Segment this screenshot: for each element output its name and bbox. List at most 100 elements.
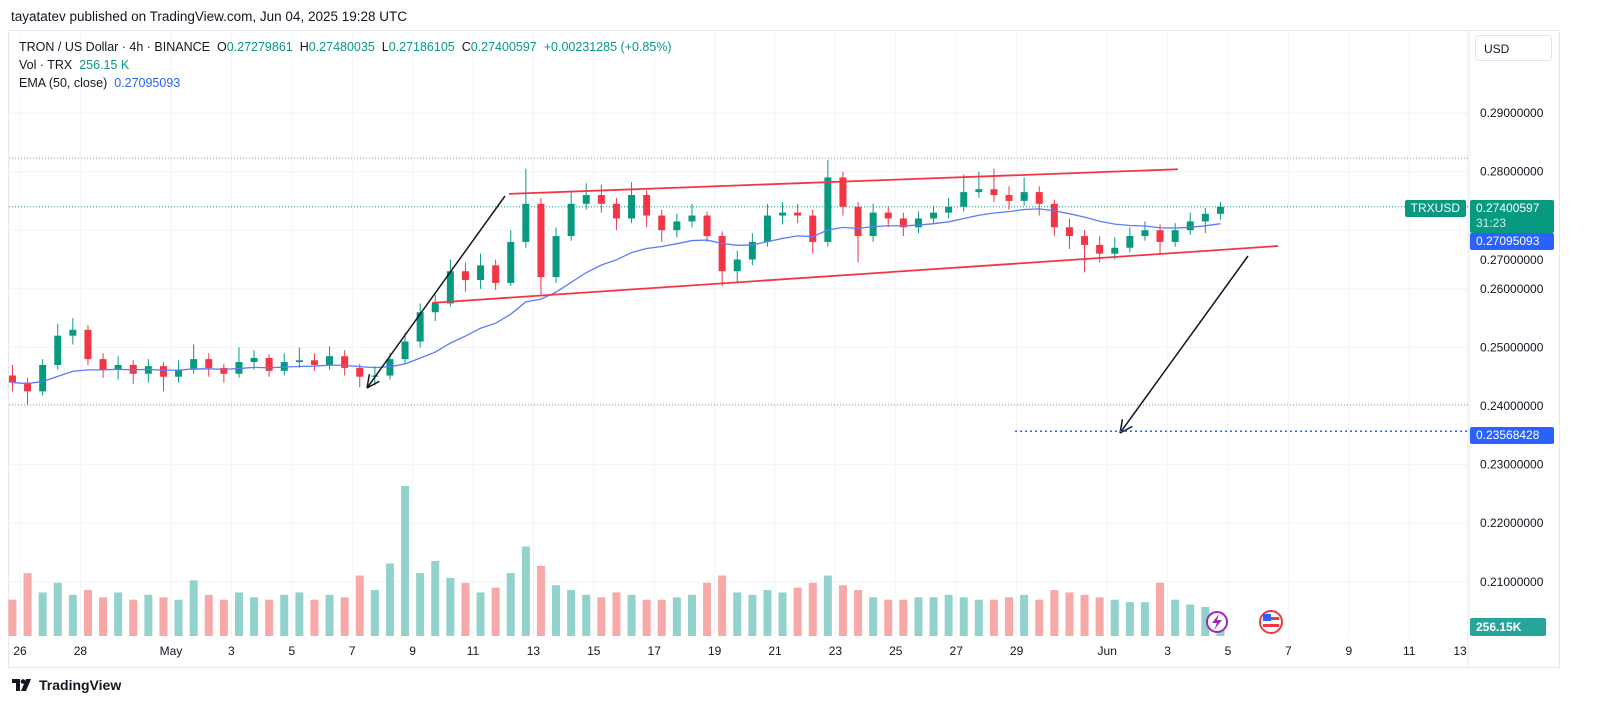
volume-bar: [129, 599, 138, 636]
candle-body: [54, 335, 62, 365]
candle-body: [99, 359, 107, 370]
volume-bar: [189, 580, 198, 636]
time-axis-label: 23: [829, 644, 843, 658]
candle-body: [854, 206, 862, 237]
candle-body: [990, 189, 998, 196]
time-axis-label: 3: [1164, 644, 1171, 658]
candle-body: [794, 212, 802, 216]
candle-body: [8, 375, 16, 383]
volume-bar: [959, 597, 968, 636]
candle-body: [582, 195, 590, 204]
volume-bar: [68, 594, 77, 636]
candle-body: [84, 329, 92, 360]
volume-bar: [672, 597, 681, 636]
candle-body: [869, 212, 877, 237]
logo-text: TradingView: [39, 677, 122, 693]
candle-body: [537, 203, 545, 278]
time-axis-label: 21: [768, 644, 782, 658]
time-axis-label: 5: [1225, 644, 1232, 658]
time-axis-label: 15: [587, 644, 601, 658]
candle-body: [763, 215, 771, 242]
legend-ohlc-row: TRON / US Dollar · 4h · BINANCE O0.27279…: [19, 38, 672, 56]
volume-bar: [703, 582, 712, 636]
candle-body: [839, 177, 847, 207]
candle-body: [310, 360, 318, 365]
open-label: O: [216, 40, 227, 54]
volume-value: 256.15 K: [79, 58, 130, 72]
candle-body: [159, 366, 167, 377]
time-axis-label: 28: [74, 644, 88, 658]
volume-bar: [1020, 594, 1029, 636]
volume-bar: [416, 573, 425, 636]
volume-bar: [1050, 590, 1059, 636]
candle-body: [356, 367, 364, 377]
candle-body: [341, 356, 349, 368]
volume-bar: [23, 573, 32, 636]
volume-bar: [838, 585, 847, 636]
tradingview-logo[interactable]: TradingView: [12, 677, 121, 693]
volume-bar: [808, 582, 817, 636]
candle-body: [779, 212, 787, 216]
volume-bar: [355, 575, 364, 636]
legend-volume-row: Vol · TRX 256.15 K: [19, 56, 672, 74]
volume-bar: [552, 585, 561, 636]
bar-countdown: 31:23: [1476, 216, 1507, 230]
time-axis-label: Jun: [1098, 644, 1117, 658]
currency-button[interactable]: USD: [1475, 35, 1552, 61]
candle-body: [205, 359, 213, 368]
volume-bar: [1156, 582, 1165, 636]
volume-bar: [914, 597, 923, 636]
time-axis-label: May: [160, 644, 183, 658]
candle-body: [39, 364, 47, 392]
volume-bar: [899, 599, 908, 636]
candle-body: [673, 221, 681, 231]
volume-bar: [793, 587, 802, 636]
candle-body: [658, 215, 666, 231]
candle-body: [461, 271, 469, 281]
candle-body: [1111, 247, 1119, 254]
volume-bar: [929, 597, 938, 636]
volume-bar: [854, 590, 863, 636]
candle-body: [250, 357, 258, 363]
price-axis-label: 0.25000000: [1480, 340, 1544, 354]
candle-body: [24, 382, 32, 392]
volume-bar: [234, 592, 243, 636]
candle-body: [703, 215, 711, 237]
candle-body: [597, 195, 605, 204]
candle-body: [507, 241, 515, 283]
price-axis-label: 0.26000000: [1480, 282, 1544, 296]
time-axis-label: 9: [409, 644, 416, 658]
legend-symbol[interactable]: TRON / US Dollar · 4h · BINANCE: [19, 40, 211, 54]
candle-body: [220, 367, 228, 374]
volume-bar: [1186, 604, 1195, 636]
volume-label[interactable]: Vol · TRX: [19, 58, 73, 72]
volume-bar: [627, 594, 636, 636]
volume-bar: [1095, 597, 1104, 636]
price-axis-label: 0.28000000: [1480, 165, 1544, 179]
channel-lower-line: [431, 245, 1279, 304]
volume-bar: [657, 599, 666, 636]
candle-body: [1035, 192, 1043, 204]
close-label: C: [461, 40, 471, 54]
candle-body: [446, 271, 454, 304]
ema-label[interactable]: EMA (50, close): [19, 76, 108, 90]
volume-bar: [8, 599, 17, 636]
time-axis-label: 27: [950, 644, 964, 658]
volume-bar: [461, 582, 470, 636]
volume-bar: [38, 592, 47, 636]
publisher-line: tayatatev published on TradingView.com, …: [11, 9, 408, 24]
candle-body: [567, 203, 575, 237]
time-axis-label: 26: [13, 644, 27, 658]
time-axis-label: 7: [349, 644, 356, 658]
volume-bar: [1035, 599, 1044, 636]
candle-body: [1171, 230, 1179, 242]
volume-bar: [582, 594, 591, 636]
volume-bar: [1065, 592, 1074, 636]
ema-price-tag: 0.27095093: [1470, 233, 1554, 250]
volume-bar: [265, 599, 274, 636]
candle-body: [628, 195, 636, 219]
candle-body: [643, 195, 651, 216]
price-axis-label: 0.24000000: [1480, 399, 1544, 413]
candle-body: [1081, 236, 1089, 245]
